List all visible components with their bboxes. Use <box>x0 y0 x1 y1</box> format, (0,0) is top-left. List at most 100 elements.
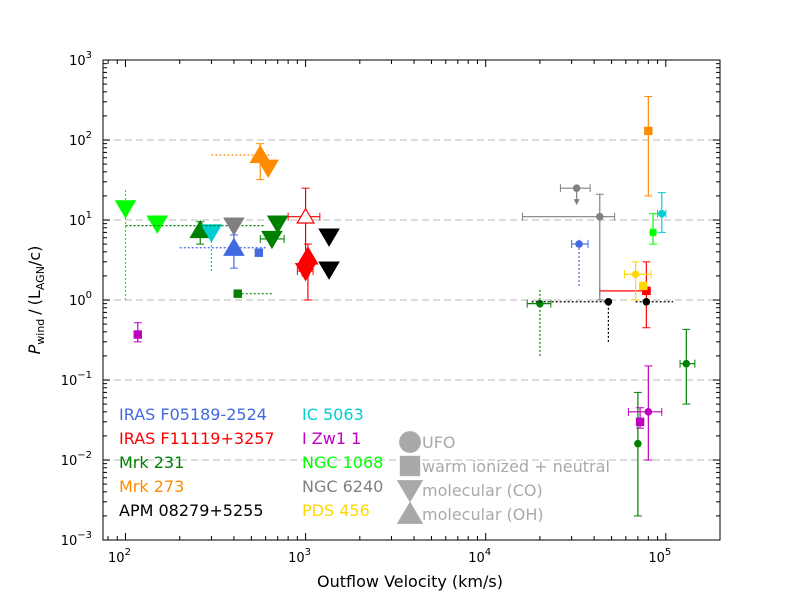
point-marker <box>649 228 657 237</box>
data-point-mrk-231-square <box>233 289 272 298</box>
legend-object-i-zw1-1: I Zw1 1 <box>302 429 361 448</box>
y-axis-title-over: (L <box>25 290 44 305</box>
legend-object-iras-f05189-2524: IRAS F05189-2524 <box>119 405 267 424</box>
y-tick-base: 10 <box>61 374 78 389</box>
point-marker <box>249 144 272 164</box>
y-tick-base: 10 <box>69 294 86 309</box>
y-axis-title-agn: AGN <box>34 266 47 290</box>
point-marker <box>294 262 317 282</box>
point-marker <box>296 207 316 224</box>
legend-marker-ufo: UFO <box>399 431 456 453</box>
point-marker <box>631 270 640 279</box>
legend-object-apm-08279-5255: APM 08279+5255 <box>119 501 264 520</box>
x-tick-label: 103 <box>288 547 311 566</box>
point-marker <box>635 417 645 427</box>
y-axis-title-slash: / <box>25 309 44 315</box>
point-marker <box>642 286 651 296</box>
data-point-iras-f05189-2524-square <box>254 248 264 257</box>
data-point-mrk-231-circle <box>526 288 552 356</box>
y-tick-exponent: 1 <box>86 210 92 221</box>
legend-marker-label: molecular (OH) <box>422 505 544 524</box>
point-marker <box>318 261 340 280</box>
data-point-iras-f05189-2524-circle <box>571 237 589 286</box>
y-axis-title-main: P <box>25 344 44 354</box>
point-marker <box>604 298 613 306</box>
point-marker <box>644 126 653 136</box>
legend-object-mrk-273: Mrk 273 <box>119 477 184 496</box>
data-point-mrk-273-tri_down <box>257 159 280 179</box>
x-tick-base: 10 <box>468 551 485 566</box>
data-point-ngc-6240-circle <box>559 184 591 206</box>
point-marker <box>189 219 212 239</box>
legend-marker-label: UFO <box>422 433 456 452</box>
y-tick-label: 10−2 <box>61 450 92 469</box>
y-tick-base: 10 <box>69 214 86 229</box>
y-axis-title-sub: wind <box>34 319 47 345</box>
legend-marker-symbol <box>399 455 421 477</box>
y-tick-exponent: 0 <box>86 290 92 301</box>
point-marker <box>639 281 648 291</box>
point-marker <box>657 209 666 218</box>
x-tick-label: 104 <box>468 547 491 566</box>
data-point-mrk-231-circle <box>679 328 696 405</box>
y-tick-label: 100 <box>69 290 92 309</box>
x-tick-exponent: 5 <box>665 547 671 558</box>
x-tick-base: 10 <box>288 551 305 566</box>
point-marker <box>644 408 653 416</box>
data-point-mrk-231-tri_down <box>259 230 285 250</box>
legend-object-ngc-6240: NGC 6240 <box>302 477 383 496</box>
point-marker <box>318 228 340 247</box>
legend: IRAS F05189-2524 IRAS F11119+3257 Mrk 231 M… <box>119 405 610 524</box>
point-marker <box>257 159 280 179</box>
y-tick-exponent: 2 <box>86 130 92 141</box>
y-tick-base: 10 <box>69 134 86 149</box>
legend-object-mrk-231: Mrk 231 <box>119 453 184 472</box>
y-tick-exponent: −2 <box>77 450 92 461</box>
point-marker <box>114 200 137 219</box>
data-point-iras-f11119-3257-tri_down <box>294 262 317 282</box>
x-tick-base: 10 <box>108 551 125 566</box>
y-tick-base: 10 <box>69 54 86 69</box>
y-tick-exponent: 3 <box>86 50 92 61</box>
point-marker <box>682 359 691 368</box>
point-marker <box>223 217 245 236</box>
data-point-apm-08279-5255-tri_down <box>318 261 340 280</box>
legend-marker-molecular-co: molecular (CO) <box>396 480 543 503</box>
point-marker <box>223 237 245 256</box>
data-point-pds-456-circle <box>624 261 652 301</box>
y-tick-base: 10 <box>61 534 78 549</box>
data-point-ngc-1068-tri_down <box>114 188 137 300</box>
x-tick-exponent: 3 <box>305 547 311 558</box>
point-marker <box>254 248 264 257</box>
data-points <box>114 95 696 517</box>
point-marker <box>595 212 604 221</box>
point-marker <box>297 246 319 265</box>
point-marker <box>233 289 242 298</box>
y-tick-label: 102 <box>69 130 92 149</box>
data-point-i-zw1-1-square <box>133 322 142 343</box>
point-marker <box>642 298 651 306</box>
point-marker <box>572 184 581 192</box>
data-point-mrk-231-circle <box>633 391 642 517</box>
data-point-ngc-1068-tri_down <box>146 215 169 234</box>
point-marker <box>146 215 169 234</box>
y-tick-label: 101 <box>69 210 92 229</box>
data-point-ngc-1068-circle <box>649 213 658 245</box>
data-point-apm-08279-5255-circle <box>531 298 613 342</box>
data-point-mrk-273-square <box>644 95 653 197</box>
legend-marker-molecular-oh: molecular (OH) <box>396 501 544 524</box>
data-point-ngc-6240-circle <box>521 193 616 301</box>
data-point-ngc-6240-tri_down <box>125 217 266 236</box>
x-tick-label: 102 <box>108 547 131 566</box>
point-marker <box>261 230 283 250</box>
data-point-ic-5063-tri_down <box>200 224 223 272</box>
x-tick-base: 10 <box>648 551 665 566</box>
y-tick-base: 10 <box>61 454 78 469</box>
legend-marker-warm-ionized-neutral: warm ionized + neutral <box>399 455 610 477</box>
legend-marker-symbol <box>396 480 424 503</box>
x-axis-title: Outflow Velocity (km/s) <box>317 572 503 591</box>
legend-marker-label: warm ionized + neutral <box>422 457 610 476</box>
y-axis-title-tail: /c) <box>25 246 44 266</box>
